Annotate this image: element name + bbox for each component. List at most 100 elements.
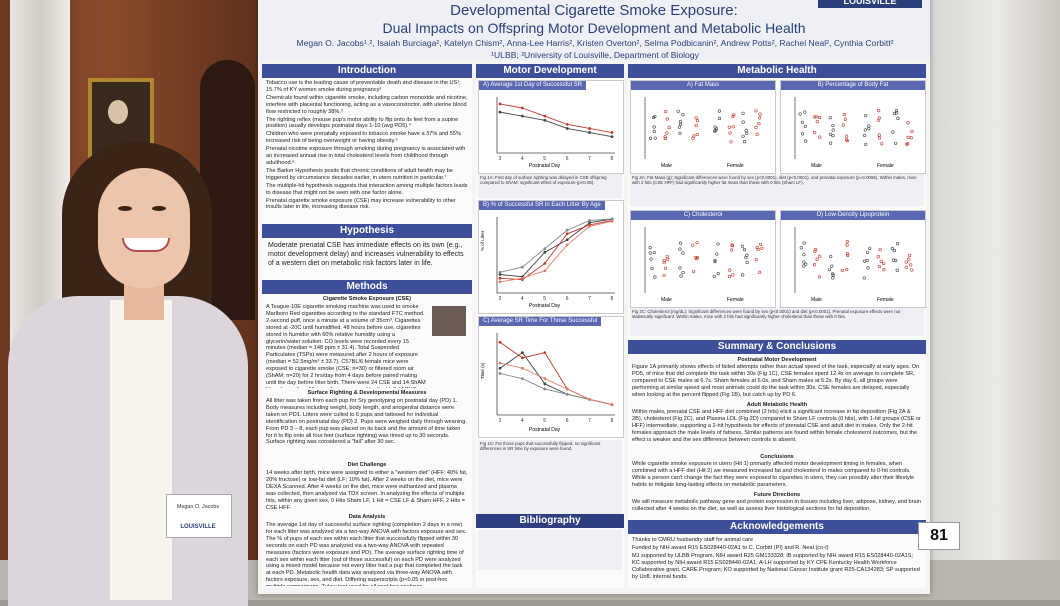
scatter-point [681,113,685,117]
series-line [499,220,613,283]
scatter-point [865,258,869,263]
scatter-point [757,121,761,126]
scatter-point [691,269,696,274]
data-point [543,377,547,381]
column-left: Introduction Tobacco use is the leading … [262,64,472,588]
summary-text: Within males, prenatal CSE and HFF diet … [632,409,921,443]
scatter-point [909,263,913,267]
data-point [543,269,547,273]
data-point [498,276,502,280]
data-point [565,243,569,247]
summary-text: While cigarette smoke exposure in utero … [632,461,915,488]
scatter-point [895,268,899,272]
scatter-point [818,135,822,139]
x-tick-label: 7 [588,418,591,424]
scatter-point [812,263,817,267]
series-line [499,362,613,406]
data-point [543,118,547,122]
scatter-point [727,125,731,129]
figure-2c-title: C) Cholesterol [631,211,775,220]
figure-1a-title: A) Average 1st Day of Successful SR [479,81,586,90]
poster-header [258,0,930,60]
x-axis-label: Postnatal Day [529,427,561,433]
intro-bullet: The multiple-hit hypothesis suggests tha… [266,182,468,196]
acknowledgements-text: Thanks to CMRU husbandry staff for anima… [632,537,922,585]
summary-subheading: Conclusions [760,454,794,460]
y-axis-label: Time (s) [480,362,485,379]
scatter-point [866,250,870,255]
scatter-point [815,257,819,261]
scatter-point [731,125,735,129]
scatter-point [802,241,806,245]
scatter-point [760,246,764,250]
scatter-point [828,132,833,136]
figure-1c: C) Average SR Time For Those Successful … [478,316,624,438]
intro-bullet: Children who were prenatally exposed to … [266,131,461,145]
scatter-point [717,109,721,113]
scatter-2c [644,227,764,293]
data-point [498,280,502,284]
scatter-point [814,115,818,119]
data-point [565,122,569,126]
scatter-2a [644,97,762,159]
data-point [543,247,547,250]
scatter-point [694,123,698,128]
intro-bullet: The righting reflex (mouse pup's motor a… [266,116,459,130]
scatter-point [731,273,735,277]
male-label: Male [661,163,672,169]
x-tick-label: 4 [521,418,524,424]
scatter-point [815,120,819,124]
scatter-point [678,120,682,124]
figure-2c: C) Cholesterol Male Female [630,210,776,308]
scatter-point [894,109,899,113]
scatter-point [863,133,867,137]
scatter-point [804,139,808,143]
name-badge [166,494,232,538]
scatter-point [678,266,682,270]
university-logo: LOUISVILLE [818,0,922,8]
methods-subheading: Data Analysis [348,514,386,520]
data-point [565,392,569,396]
scatter-point [695,241,699,245]
figure-2ab-caption: Fig 2A: Fat Mass (g); Significant differ… [630,174,924,206]
series-line [499,352,613,406]
scatter-point [877,264,882,269]
poster-authors: Megan O. Jacobs¹˒², Isaiah Burciaga², Ka… [296,38,894,48]
methods-text: The average 1st day of successful surfac… [266,522,467,586]
figure-2b: B) Percentage of Body Fat Male Female [780,80,926,174]
figure-2d-title: D) Low-Density Lipoprotein [781,211,925,220]
hypothesis-heading: Hypothesis [262,224,472,238]
scatter-point [910,268,914,272]
scatter-point [842,112,846,117]
scatter-point [864,114,868,118]
figure-2cd-caption: Fig 2C: Cholesterol (mg/dL); Significant… [630,308,924,336]
scatter-point [712,274,716,279]
female-label: Female [727,297,744,303]
male-label: Male [811,163,822,169]
data-point [610,217,614,221]
scatter-point [877,109,881,113]
x-tick-label: 8 [611,156,614,162]
scatter-point [863,128,867,132]
motor-heading: Motor Development [476,64,624,78]
bibliography-list [478,530,622,570]
intro-bullet: Prenatal cigarette smoke exposure (CSE) … [266,197,456,211]
scatter-point [813,115,817,119]
scatter-point [755,245,759,250]
scatter-point [662,273,666,277]
data-point [521,351,524,355]
scatter-point [904,260,908,264]
scatter-point [803,124,807,128]
poster-subtitle: Dual Impacts on Offspring Motor Developm… [382,20,806,36]
scatter-point [758,242,763,246]
scatter-point [840,268,844,273]
scatter-point [831,272,835,276]
scatter-point [877,133,881,137]
data-point [588,127,591,130]
x-tick-label: 3 [499,418,502,424]
x-tick-label: 8 [611,296,614,302]
scatter-point [846,253,850,257]
scatter-point [802,253,806,257]
scatter-point [745,260,749,264]
x-tick-label: 6 [566,296,569,302]
